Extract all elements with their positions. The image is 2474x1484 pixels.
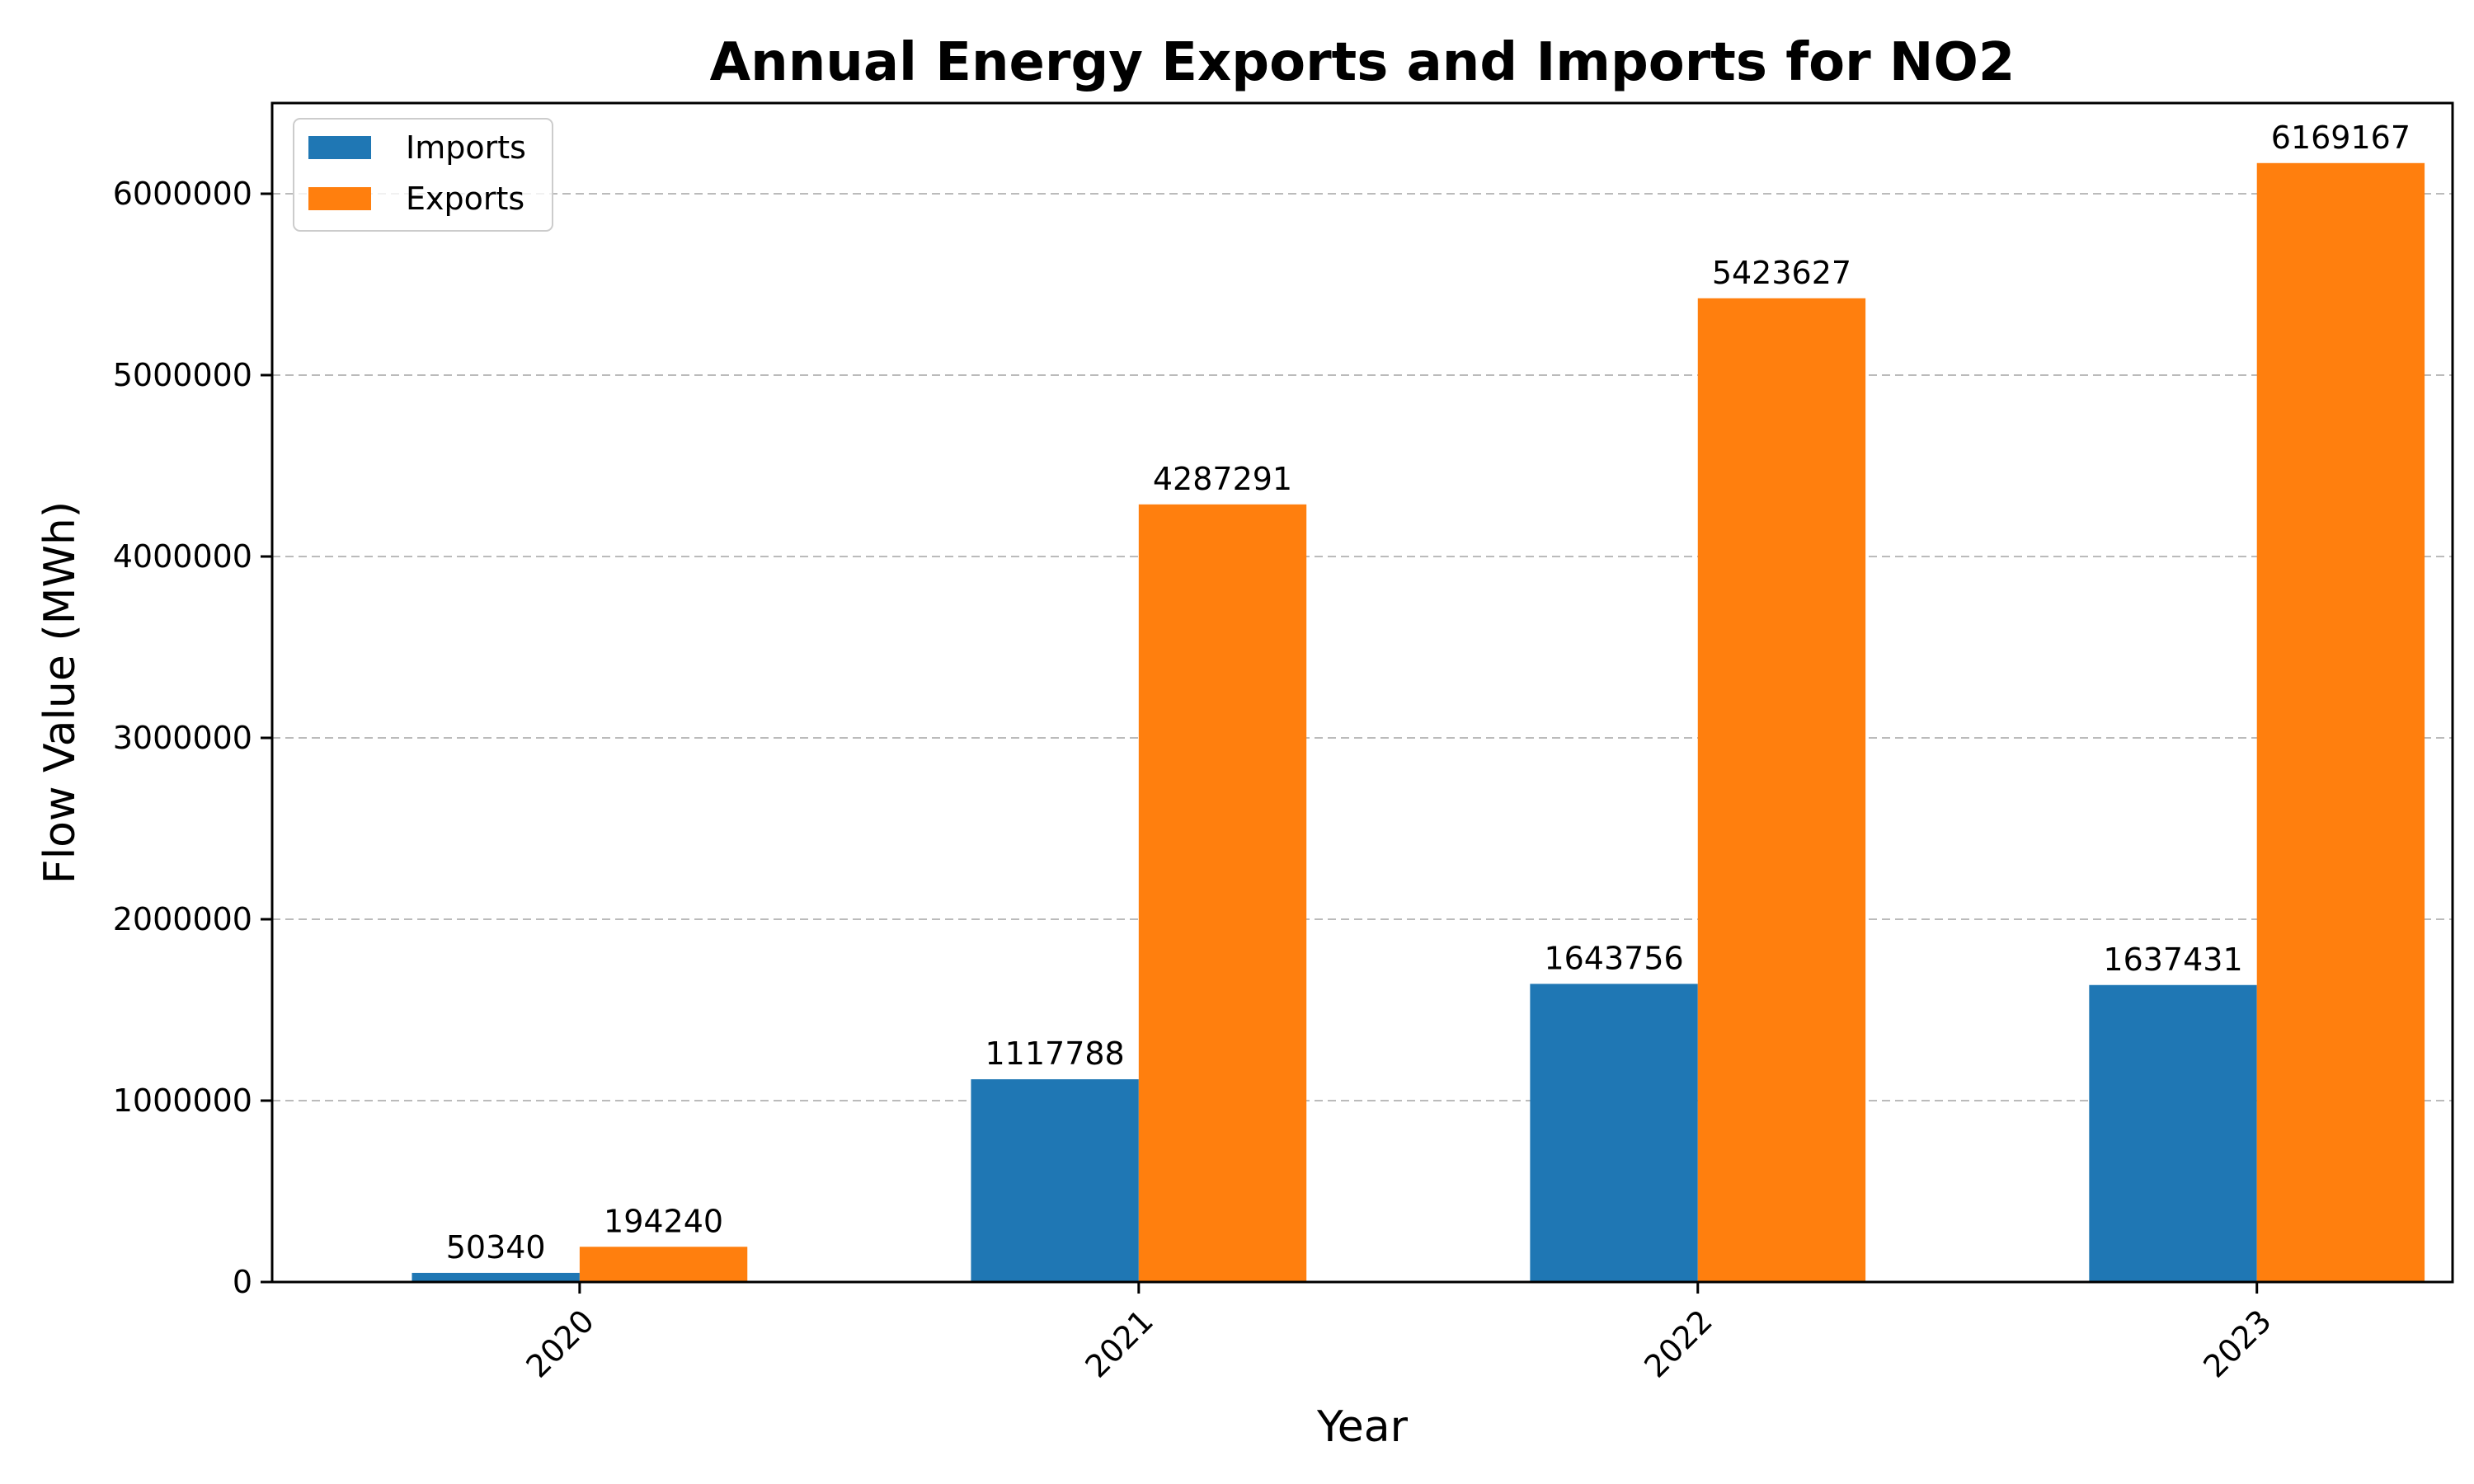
grid-lines [272, 193, 2453, 1101]
y-tick-label: 5000000 [113, 357, 252, 393]
bar-exports-2023 [2256, 162, 2425, 1283]
legend: Imports Exports [293, 118, 553, 232]
data-label-imports-2020: 50340 [446, 1229, 546, 1266]
y-tick-label: 0 [233, 1264, 252, 1300]
legend-swatch-exports [308, 187, 371, 210]
x-axis-label: Year [1316, 1402, 1409, 1452]
plot-frame [270, 101, 2454, 1284]
bar-imports-2020 [412, 1272, 580, 1282]
legend-swatch-imports [308, 136, 371, 159]
data-label-exports-2021: 4287291 [1153, 461, 1292, 497]
data-label-exports-2020: 194240 [604, 1203, 723, 1239]
bar-imports-2022 [1530, 984, 1698, 1282]
data-label-imports-2022: 1643756 [1544, 940, 1683, 976]
y-axis-ticks: 0 1000000 2000000 3000000 4000000 5000000 6000… [113, 176, 272, 1300]
bar-exports-2022 [1697, 298, 1866, 1283]
data-labels: 50340 1117788 1643756 1637431 194240 4287291 5… [446, 120, 2411, 1266]
y-tick-label: 3000000 [113, 720, 252, 756]
bars [412, 162, 2425, 1283]
y-tick-label: 2000000 [113, 901, 252, 937]
y-axis-label: Flow Value (MWh) [35, 501, 85, 884]
data-label-exports-2023: 6169167 [2271, 120, 2411, 156]
bar-imports-2023 [2089, 984, 2257, 1282]
legend-label-imports: Imports [406, 129, 526, 166]
bar-exports-2020 [579, 1247, 748, 1282]
y-tick-label: 4000000 [113, 538, 252, 575]
y-tick-label: 1000000 [113, 1082, 252, 1119]
bar-exports-2021 [1138, 504, 1307, 1282]
y-tick-label: 6000000 [113, 176, 252, 212]
data-label-exports-2022: 5423627 [1712, 255, 1851, 291]
data-label-imports-2021: 1117788 [985, 1036, 1125, 1072]
legend-label-exports: Exports [406, 181, 524, 217]
bar-imports-2021 [971, 1079, 1139, 1282]
data-label-imports-2023: 1637431 [2103, 942, 2242, 978]
chart-title: Annual Energy Exports and Imports for NO… [710, 32, 2015, 93]
